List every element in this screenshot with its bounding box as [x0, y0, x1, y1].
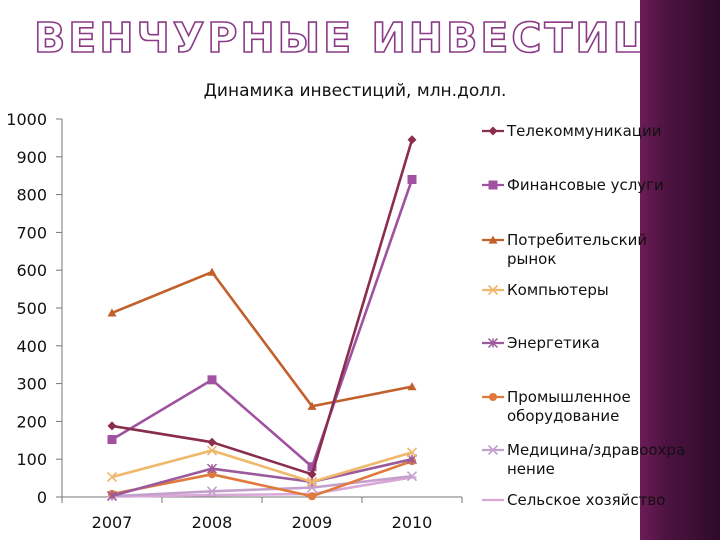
y-tick-label: 800	[16, 186, 47, 205]
data-point	[207, 267, 217, 276]
series-line	[111, 270, 413, 408]
chart-title: Динамика инвестиций, млн.долл.	[204, 81, 507, 101]
legend-item: Финансовые услуги	[482, 176, 664, 194]
series-line	[111, 139, 414, 476]
data-point	[307, 469, 317, 479]
legend-swatch-marker	[488, 392, 498, 402]
legend-swatch-marker	[487, 444, 499, 456]
legend-label: Медицина/здравоохра нение	[507, 441, 685, 478]
data-point	[407, 382, 417, 391]
y-tick-label: 100	[16, 450, 47, 469]
series-line	[111, 179, 414, 469]
y-tick-label: 200	[16, 412, 47, 431]
x-tick-label: 2008	[192, 513, 233, 532]
legend-item: Энергетика	[482, 334, 600, 352]
data-point	[206, 463, 218, 474]
legend-item: Сельское хозяйство	[482, 491, 665, 509]
y-tick-label: 700	[16, 223, 47, 242]
data-point	[206, 486, 218, 497]
data-point	[206, 445, 218, 456]
data-point	[407, 135, 417, 145]
x-tick-label: 2010	[392, 513, 433, 532]
data-point	[207, 470, 217, 479]
series-line	[111, 459, 413, 498]
data-point	[106, 490, 118, 501]
y-tick-label: 600	[16, 261, 47, 280]
series-layer	[106, 135, 418, 502]
y-tick-label: 500	[16, 299, 47, 318]
series-3	[106, 445, 418, 487]
x-axis: 2007 2008 2009 2010	[61, 496, 463, 532]
legend-label: Промышленное оборудование	[507, 388, 631, 425]
data-point	[307, 492, 317, 501]
legend-swatch-marker	[487, 284, 499, 296]
legend-label: Телекоммуникации	[506, 122, 661, 140]
y-tick-label: 1000	[6, 110, 47, 129]
series-0	[107, 135, 417, 479]
data-point	[306, 476, 318, 487]
x-tick-label: 2009	[292, 513, 333, 532]
series-line	[111, 449, 413, 484]
legend-label: Энергетика	[507, 334, 600, 352]
series-line	[111, 457, 413, 498]
legend-swatch-marker	[488, 180, 498, 190]
legend-label: Компьютеры	[507, 281, 609, 299]
legend-swatch-marker	[488, 235, 498, 244]
data-point	[307, 462, 317, 472]
x-tick-label: 2007	[92, 513, 133, 532]
series-line	[111, 476, 413, 498]
y-tick-label: 400	[16, 337, 47, 356]
series-1	[107, 174, 417, 472]
legend: Телекоммуникации Финансовые услуги Потреби…	[482, 122, 685, 509]
y-axis: 0 100 200 300 400 500 600 700 800 900 1000	[6, 110, 63, 507]
series-4	[106, 454, 418, 501]
data-point	[106, 471, 118, 483]
legend-swatch-marker	[487, 337, 499, 349]
y-tick-label: 900	[16, 148, 47, 167]
series-line	[111, 474, 413, 498]
legend-item: Потребительский рынок	[482, 231, 647, 268]
data-point	[406, 447, 418, 458]
legend-item: Промышленное оборудование	[482, 388, 631, 425]
data-point	[207, 437, 217, 447]
data-point	[307, 401, 317, 410]
data-point	[207, 375, 217, 385]
side-decoration-band	[640, 0, 720, 540]
legend-label: Финансовые услуги	[507, 176, 664, 194]
y-tick-label: 300	[16, 375, 47, 394]
data-point	[407, 174, 417, 184]
y-tick-label: 0	[37, 488, 47, 507]
data-point	[107, 421, 117, 431]
legend-item: Медицина/здравоохра нение	[482, 441, 685, 478]
legend-label: Сельское хозяйство	[507, 491, 665, 509]
legend-swatch-marker	[488, 126, 498, 136]
slide-title: ВЕНЧУРНЫЕ ИНВЕСТИЦИИ	[33, 13, 720, 63]
series-2	[107, 267, 417, 410]
legend-label: Потребительский рынок	[507, 231, 647, 268]
data-point	[107, 308, 117, 317]
legend-item: Телекоммуникации	[482, 122, 661, 140]
legend-item: Компьютеры	[482, 281, 609, 299]
data-point	[107, 435, 117, 445]
data-point	[406, 471, 418, 482]
